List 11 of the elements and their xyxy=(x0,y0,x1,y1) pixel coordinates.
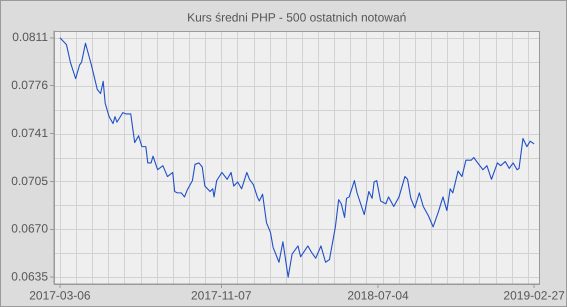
x-tick-label: 2018-07-04 xyxy=(347,288,410,303)
x-tick-label: 2017-11-07 xyxy=(191,288,252,303)
chart-title: Kurs średni PHP - 500 ostatnich notowań xyxy=(187,10,406,24)
y-tick-label: 0.0776 xyxy=(11,78,48,92)
y-tick-label: 0.0635 xyxy=(11,270,48,284)
y-tick-label: 0.0811 xyxy=(12,30,48,44)
x-tick-label: 2017-03-06 xyxy=(29,288,91,303)
y-tick-label: 0.0741 xyxy=(11,126,48,140)
x-tick-label: 2019-02-27 xyxy=(503,288,566,303)
y-tick-label: 0.0705 xyxy=(11,174,48,188)
y-tick-label: 0.0670 xyxy=(11,222,48,236)
